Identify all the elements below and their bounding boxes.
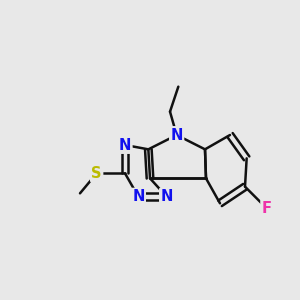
Text: S: S bbox=[92, 166, 102, 181]
Text: N: N bbox=[132, 189, 145, 204]
Text: F: F bbox=[262, 201, 272, 216]
Text: N: N bbox=[119, 137, 131, 152]
Text: N: N bbox=[170, 128, 183, 142]
Text: N: N bbox=[160, 189, 173, 204]
